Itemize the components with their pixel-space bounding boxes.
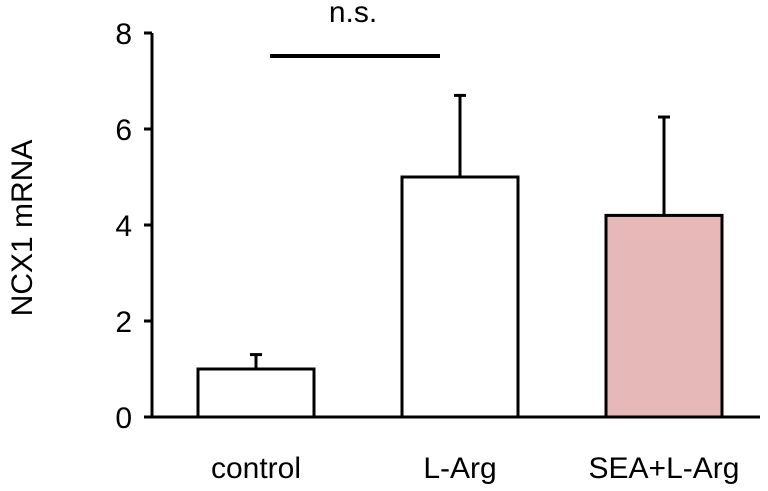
y-axis: 0 2 4 6 8 — [115, 18, 154, 435]
x-tick-label: L-Arg — [423, 452, 496, 485]
y-tick-label: 8 — [115, 18, 132, 51]
bars — [196, 93, 724, 419]
y-axis-title: NCX1 mRNA — [6, 140, 39, 317]
y-tick-label: 0 — [115, 402, 132, 435]
x-axis: control L-Arg SEA+L-Arg — [152, 415, 760, 485]
y-tick-label: 6 — [115, 114, 132, 147]
y-tick-label: 2 — [115, 306, 132, 339]
bar — [196, 367, 316, 419]
x-tick-label: SEA+L-Arg — [589, 452, 740, 485]
x-tick-label: control — [211, 452, 301, 485]
bar — [604, 213, 724, 419]
annotations: n.s. — [270, 0, 440, 58]
significance-label: n.s. — [329, 0, 377, 29]
bar — [400, 175, 520, 419]
y-tick-label: 4 — [115, 210, 132, 243]
